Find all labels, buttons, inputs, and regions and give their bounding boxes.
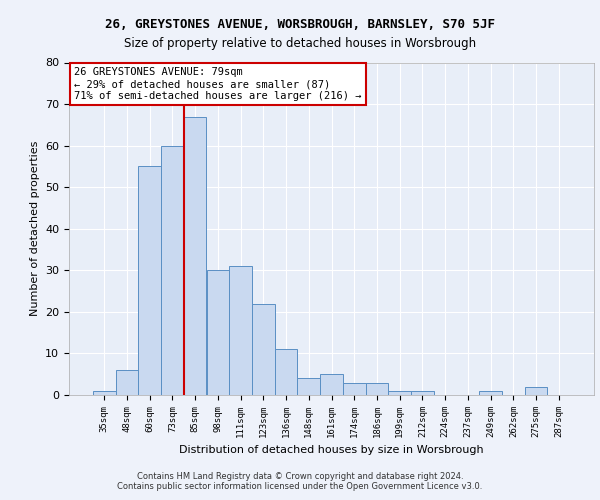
Bar [252, 304, 275, 395]
Bar [184, 116, 206, 395]
Bar [320, 374, 343, 395]
Text: Size of property relative to detached houses in Worsbrough: Size of property relative to detached ho… [124, 38, 476, 51]
X-axis label: Distribution of detached houses by size in Worsbrough: Distribution of detached houses by size … [179, 446, 484, 456]
Bar [524, 386, 547, 395]
Bar [229, 266, 252, 395]
Text: Contains HM Land Registry data © Crown copyright and database right 2024.: Contains HM Land Registry data © Crown c… [137, 472, 463, 481]
Text: 26 GREYSTONES AVENUE: 79sqm
← 29% of detached houses are smaller (87)
71% of sem: 26 GREYSTONES AVENUE: 79sqm ← 29% of det… [74, 68, 362, 100]
Bar [479, 391, 502, 395]
Text: 26, GREYSTONES AVENUE, WORSBROUGH, BARNSLEY, S70 5JF: 26, GREYSTONES AVENUE, WORSBROUGH, BARNS… [105, 18, 495, 30]
Bar [161, 146, 184, 395]
Bar [388, 391, 411, 395]
Bar [116, 370, 139, 395]
Y-axis label: Number of detached properties: Number of detached properties [29, 141, 40, 316]
Bar [298, 378, 320, 395]
Bar [206, 270, 229, 395]
Bar [343, 382, 365, 395]
Bar [365, 382, 388, 395]
Bar [275, 350, 298, 395]
Bar [93, 391, 116, 395]
Text: Contains public sector information licensed under the Open Government Licence v3: Contains public sector information licen… [118, 482, 482, 491]
Bar [411, 391, 434, 395]
Bar [139, 166, 161, 395]
